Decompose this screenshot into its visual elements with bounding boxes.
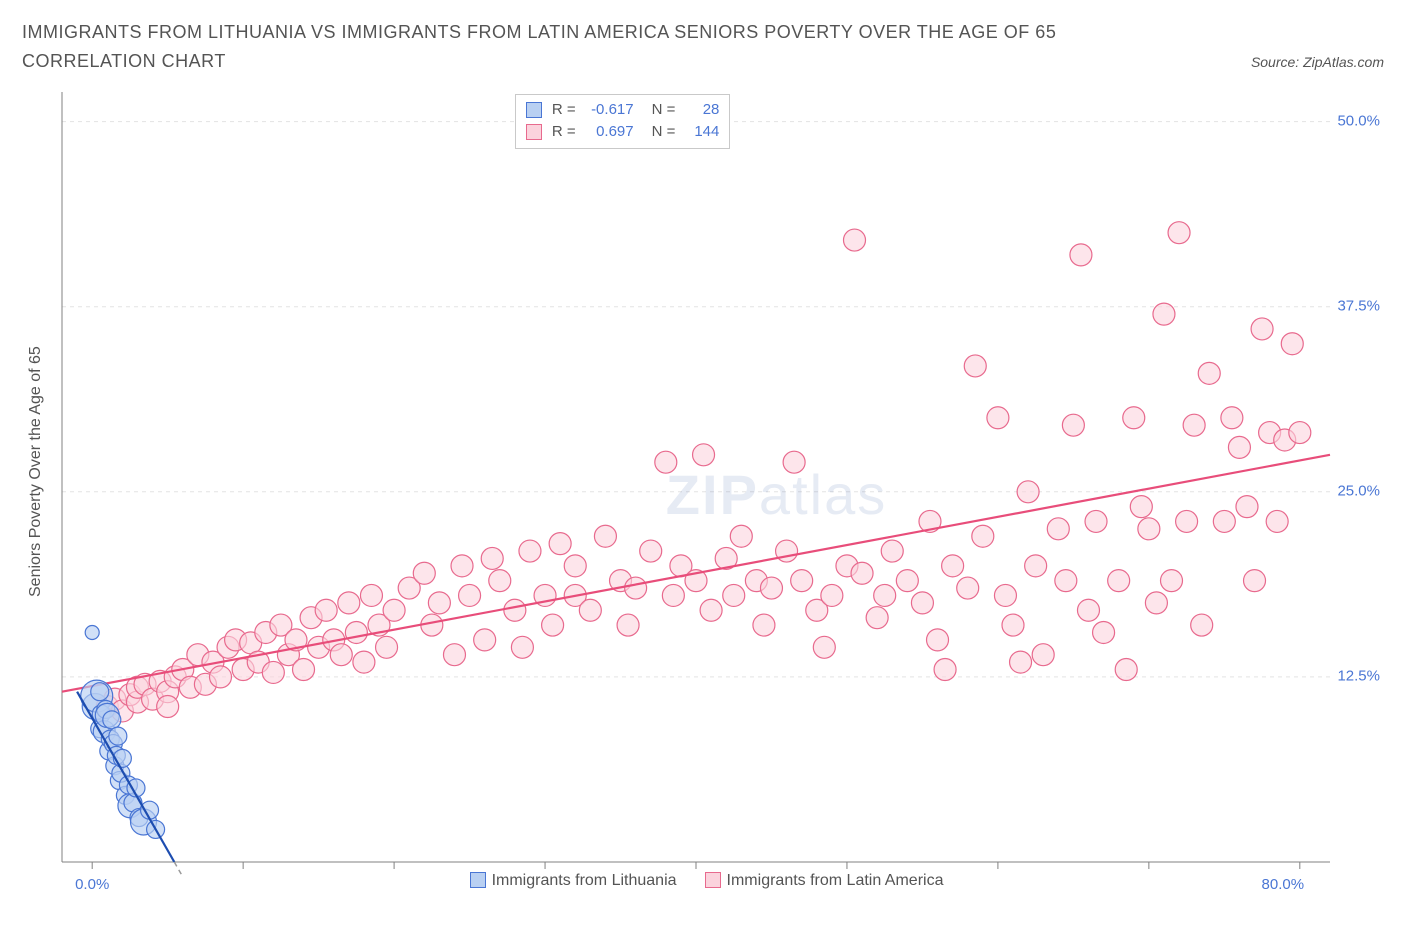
- legend-item: Immigrants from Lithuania: [470, 872, 677, 890]
- scatter-chart: Seniors Poverty Over the Age of 65 12.5%…: [22, 82, 1382, 902]
- legend-stats-row: R =0.697N =144: [526, 121, 720, 144]
- legend-stats-box: R =-0.617N =28R =0.697N =144: [515, 94, 731, 149]
- y-tick-label: 12.5%: [1337, 668, 1380, 685]
- x-tick-label: 0.0%: [75, 876, 109, 893]
- legend-stats-row: R =-0.617N =28: [526, 99, 720, 122]
- source-attribution: Source: ZipAtlas.com: [1251, 54, 1384, 76]
- legend-bottom: Immigrants from Lithuania Immigrants from…: [470, 872, 944, 890]
- chart-title: IMMIGRANTS FROM LITHUANIA VS IMMIGRANTS …: [22, 18, 1122, 76]
- y-axis-label: Seniors Poverty Over the Age of 65: [27, 346, 45, 597]
- legend-item: Immigrants from Latin America: [705, 872, 944, 890]
- series-latin-america: [96, 221, 1311, 721]
- x-tick-label: 80.0%: [1262, 876, 1305, 893]
- source-name: ZipAtlas.com: [1303, 54, 1384, 70]
- source-prefix: Source:: [1251, 54, 1303, 70]
- y-tick-label: 37.5%: [1337, 298, 1380, 315]
- chart-svg: [22, 82, 1382, 902]
- y-tick-label: 50.0%: [1337, 113, 1380, 130]
- chart-header: IMMIGRANTS FROM LITHUANIA VS IMMIGRANTS …: [22, 18, 1384, 76]
- y-tick-label: 25.0%: [1337, 483, 1380, 500]
- series-lithuania: [81, 625, 165, 838]
